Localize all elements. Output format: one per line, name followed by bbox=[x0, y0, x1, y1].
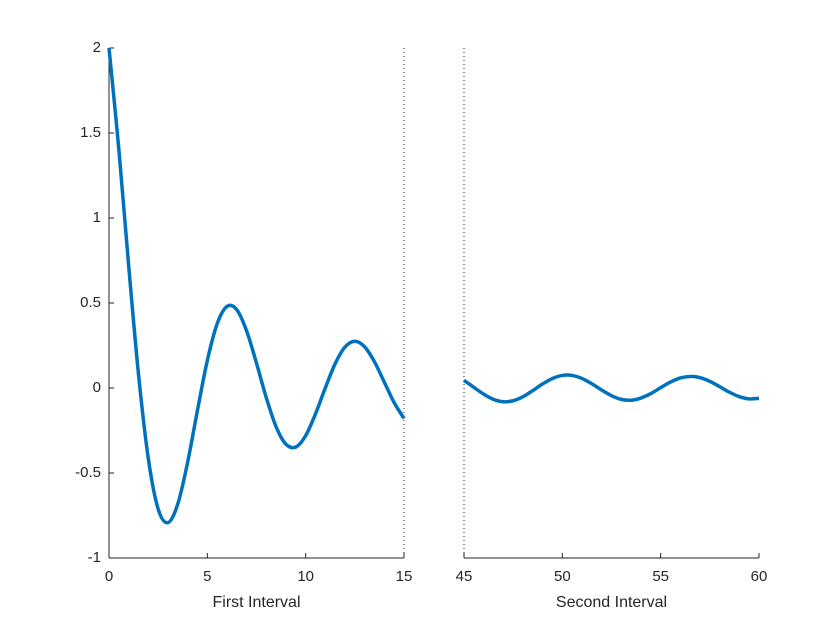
y-tick-label: 0.5 bbox=[80, 294, 101, 311]
x-tick-label: 50 bbox=[554, 568, 571, 585]
y-tick-label: 0 bbox=[93, 379, 101, 396]
y-tick-label: 1 bbox=[93, 209, 101, 226]
x-axis-label: Second Interval bbox=[556, 594, 667, 611]
x-tick-label: 5 bbox=[203, 568, 211, 585]
y-tick-label: -0.5 bbox=[75, 464, 101, 481]
x-tick-label: 15 bbox=[396, 568, 413, 585]
y-tick-label: 2 bbox=[93, 39, 101, 56]
data-line bbox=[107, 47, 406, 525]
x-tick-label: 60 bbox=[751, 568, 768, 585]
x-axis-label: First Interval bbox=[212, 594, 300, 611]
data-line bbox=[462, 373, 760, 404]
x-tick-label: 0 bbox=[105, 568, 113, 585]
x-tick-label: 10 bbox=[297, 568, 314, 585]
y-tick-label: -1 bbox=[88, 549, 101, 566]
x-tick-label: 45 bbox=[456, 568, 473, 585]
y-tick-label: 1.5 bbox=[80, 124, 101, 141]
x-tick-label: 55 bbox=[652, 568, 669, 585]
